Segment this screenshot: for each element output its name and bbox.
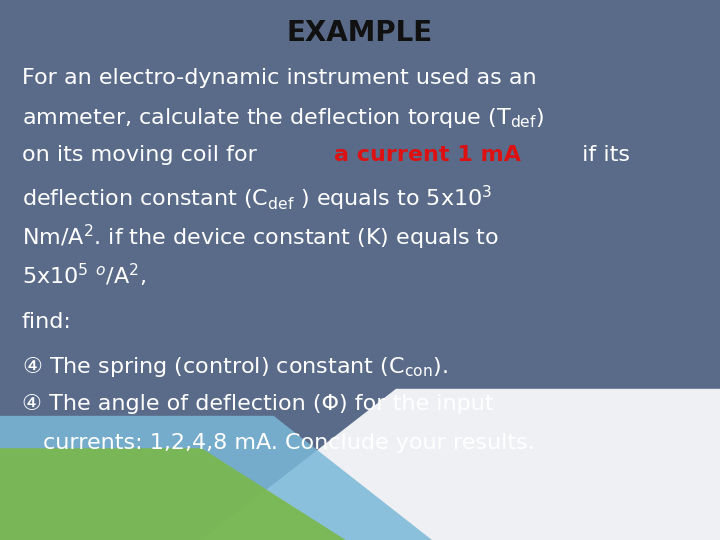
- Text: ④ The spring (control) constant (C$_{\mathregular{con}}$).: ④ The spring (control) constant (C$_{\ma…: [22, 355, 448, 379]
- Text: deflection constant (C$_{\mathregular{def}}$ ) equals to 5x10$^3$: deflection constant (C$_{\mathregular{de…: [22, 184, 492, 213]
- Text: 5x10$^5$ $^o$/A$^2$,: 5x10$^5$ $^o$/A$^2$,: [22, 262, 145, 289]
- Text: For an electro-dynamic instrument used as an: For an electro-dynamic instrument used a…: [22, 68, 536, 87]
- Text: if its: if its: [575, 145, 630, 165]
- Text: ④ The angle of deflection (Φ) for the input: ④ The angle of deflection (Φ) for the in…: [22, 394, 493, 414]
- Text: a current 1 mA: a current 1 mA: [334, 145, 521, 165]
- Text: currents: 1,2,4,8 mA. Conclude your results.: currents: 1,2,4,8 mA. Conclude your resu…: [43, 433, 535, 453]
- Polygon shape: [0, 389, 720, 540]
- Text: Nm/A$^2$. if the device constant (K) equals to: Nm/A$^2$. if the device constant (K) equ…: [22, 223, 499, 252]
- Text: find:: find:: [22, 313, 71, 333]
- Text: ammeter, calculate the deflection torque (T$_{\mathregular{def}}$): ammeter, calculate the deflection torque…: [22, 106, 544, 130]
- Polygon shape: [0, 416, 432, 540]
- Text: on its moving coil for: on its moving coil for: [22, 145, 264, 165]
- Polygon shape: [0, 448, 346, 540]
- Text: EXAMPLE: EXAMPLE: [287, 19, 433, 47]
